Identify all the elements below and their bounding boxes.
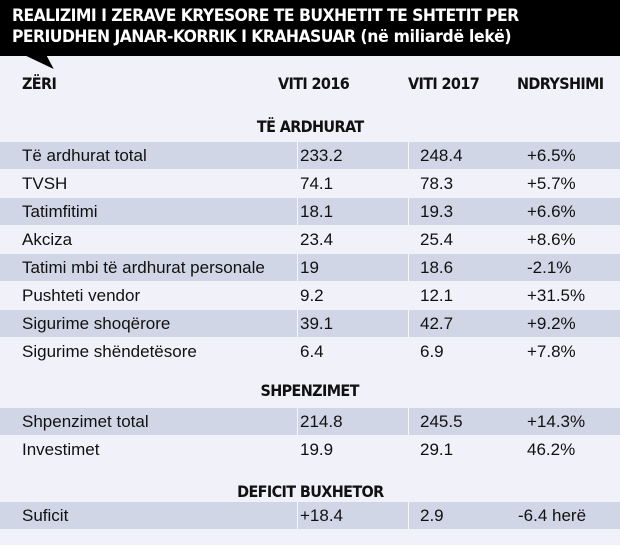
row-label: Shpenzimet total	[22, 412, 149, 431]
title-unit: (në miliardë lekë)	[360, 27, 512, 47]
value-change: +6.6%	[527, 202, 576, 221]
value-change: +31.5%	[527, 286, 586, 305]
value-2016: 39.1	[300, 314, 334, 333]
table-row: Pushteti vendor 9.2 12.1 +31.5%	[0, 282, 620, 309]
row-label: Investimet	[22, 440, 100, 459]
value-change: +5.7%	[527, 174, 576, 193]
table-row: Investimet 19.9 29.1 46.2%	[0, 436, 620, 463]
column-divider	[297, 142, 298, 169]
column-divider	[408, 310, 409, 337]
value-change: +8.6%	[527, 230, 576, 249]
title-line-2: PERIUDHEN JANAR-KORRIK I KRAHASUAR (në m…	[12, 27, 562, 48]
row-label: Suficit	[22, 506, 69, 525]
row-label: Tatimi mbi të ardhurat personale	[22, 258, 265, 277]
table-row: Sigurime shëndetësore 6.4 6.9 +7.8%	[0, 338, 620, 365]
table-row: Akciza 23.4 25.4 +8.6%	[0, 226, 620, 253]
column-header-change: NDRYSHIMI	[517, 74, 604, 93]
table-row: Shpenzimet total 214.8 245.5 +14.3%	[0, 408, 620, 435]
title-banner: REALIZIMI I ZERAVE KRYESORE TE BUXHETIT …	[0, 0, 620, 56]
column-divider	[408, 254, 409, 281]
value-2017: 6.9	[420, 342, 444, 361]
section-title-text: TË ARDHURAT	[256, 117, 364, 136]
value-2017: 2.9	[420, 506, 444, 525]
value-change: +14.3%	[527, 412, 586, 431]
value-2017: 18.6	[420, 258, 454, 277]
value-2016: 19	[300, 258, 319, 277]
column-divider	[297, 502, 298, 529]
chart-title: REALIZIMI I ZERAVE KRYESORE TE BUXHETIT …	[12, 6, 562, 48]
column-divider	[297, 310, 298, 337]
row-label: TVSH	[22, 174, 68, 193]
row-label: Të ardhurat total	[22, 146, 147, 165]
value-2017: 245.5	[420, 412, 463, 431]
value-2016: 214.8	[300, 412, 343, 431]
column-divider	[297, 408, 298, 435]
column-divider	[297, 254, 298, 281]
title-line-2-text: PERIUDHEN JANAR-KORRIK I KRAHASUAR	[12, 27, 356, 47]
section-title-expenses: SHPENZIMET	[0, 381, 620, 400]
bottom-edge	[0, 545, 620, 550]
value-2017: 248.4	[420, 146, 463, 165]
table-row: Sigurime shoqërore 39.1 42.7 +9.2%	[0, 310, 620, 337]
column-divider	[408, 408, 409, 435]
value-change: -6.4 herë	[518, 506, 587, 525]
column-divider	[408, 142, 409, 169]
row-label: Pushteti vendor	[22, 286, 141, 305]
value-change: +9.2%	[527, 314, 576, 333]
section-title-text: SHPENZIMET	[260, 381, 360, 400]
value-2016: 6.4	[300, 342, 324, 361]
value-change: +7.8%	[527, 342, 576, 361]
value-2017: 78.3	[420, 174, 454, 193]
column-header-item: ZËRI	[22, 74, 57, 93]
value-change: +6.5%	[527, 146, 576, 165]
value-2017: 29.1	[420, 440, 454, 459]
table-row: Të ardhurat total 233.2 248.4 +6.5%	[0, 142, 620, 169]
column-header-2017: VITI 2017	[408, 74, 480, 93]
value-2017: 42.7	[420, 314, 454, 333]
column-divider	[408, 198, 409, 225]
section-title-budget-deficit: DEFICIT BUXHETOR	[0, 482, 620, 501]
value-2016: 9.2	[300, 286, 324, 305]
table-row: Tatimfitimi 18.1 19.3 +6.6%	[0, 198, 620, 225]
speech-bubble-tail-icon	[24, 55, 54, 69]
row-label: Tatimfitimi	[22, 202, 98, 221]
value-2016: 233.2	[300, 146, 343, 165]
value-2016: 19.9	[300, 440, 334, 459]
value-change: 46.2%	[527, 440, 576, 459]
value-2016: 18.1	[300, 202, 334, 221]
value-2017: 19.3	[420, 202, 454, 221]
section-title-text: DEFICIT BUXHETOR	[236, 482, 384, 501]
row-label: Sigurime shëndetësore	[22, 342, 197, 361]
column-divider	[297, 198, 298, 225]
row-label: Sigurime shoqërore	[22, 314, 171, 333]
title-line-1: REALIZIMI I ZERAVE KRYESORE TE BUXHETIT …	[12, 6, 519, 26]
value-2017: 12.1	[420, 286, 454, 305]
row-label: Akciza	[22, 230, 73, 249]
value-2017: 25.4	[420, 230, 454, 249]
section-title-revenue: TË ARDHURAT	[0, 117, 620, 136]
table-row: TVSH 74.1 78.3 +5.7%	[0, 170, 620, 197]
table-row: Tatimi mbi të ardhurat personale 19 18.6…	[0, 254, 620, 281]
value-2016: 74.1	[300, 174, 334, 193]
value-change: -2.1%	[527, 258, 572, 277]
value-2016: 23.4	[300, 230, 334, 249]
value-2016: +18.4	[300, 506, 344, 525]
table-row: Suficit +18.4 2.9 -6.4 herë	[0, 502, 620, 529]
column-divider	[408, 502, 409, 529]
column-header-2016: VITI 2016	[278, 74, 350, 93]
